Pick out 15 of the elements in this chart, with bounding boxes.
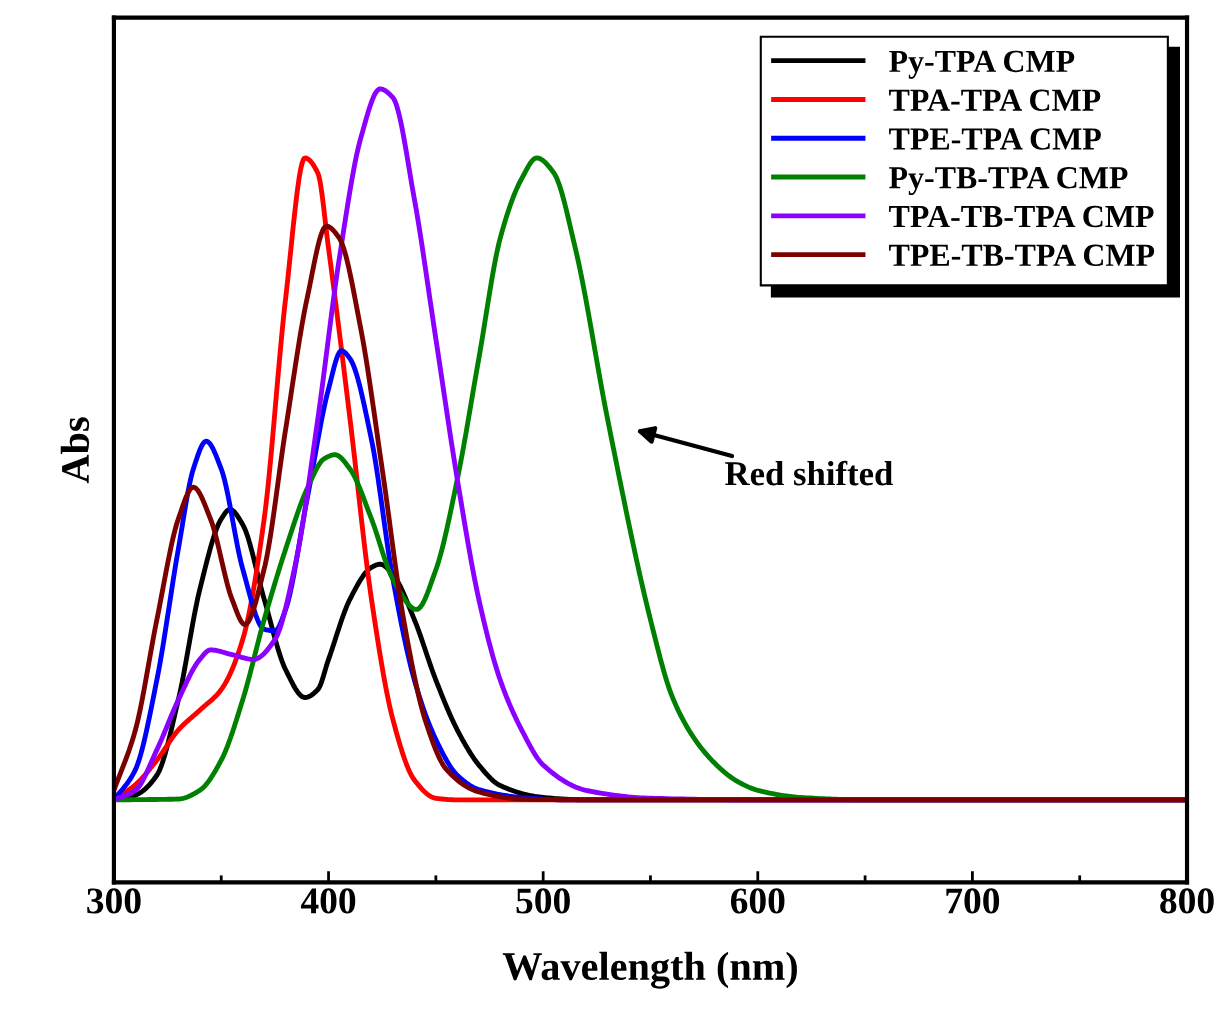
legend-label: TPE-TPA CMP (889, 128, 1101, 150)
x-tick-label: 800 (1160, 888, 1214, 914)
legend-label: Py-TB-TPA CMP (889, 167, 1128, 196)
annotation: Red shifted (725, 460, 893, 486)
x-tick-label: 500 (516, 888, 570, 914)
x-axis-title: Wavelength (nm) (502, 951, 797, 989)
x-tick-label: 400 (300, 888, 356, 914)
legend-label: Py-TPA CMP (889, 50, 1075, 79)
y-axis-title: Abs (60, 417, 90, 484)
legend-label: TPA-TPA CMP (889, 89, 1101, 111)
legend-label: TPE-TB-TPA CMP (889, 244, 1155, 267)
x-tick-label: 300 (87, 888, 141, 914)
legend-label: TPA-TB-TPA CMP (889, 205, 1154, 228)
x-tick-label: 600 (730, 888, 785, 914)
x-tick-label: 700 (946, 888, 1000, 914)
